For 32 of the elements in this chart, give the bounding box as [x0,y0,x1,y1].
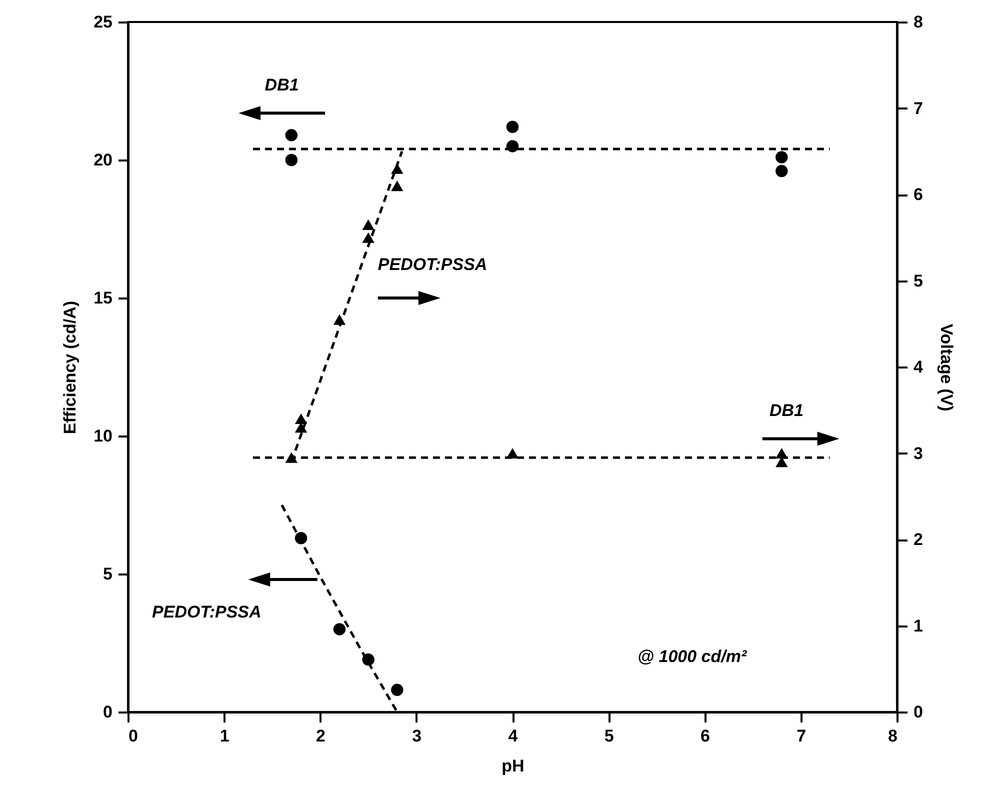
x-tick-label: 3 [412,726,422,746]
y2-tick-label: 8 [914,12,923,32]
y2-tick-label: 5 [914,271,923,290]
x-tick-label: 2 [316,726,326,746]
y2-tick-label: 1 [914,616,923,636]
x-axis-title: pH [502,756,524,776]
annotation: PEDOT:PSSA [378,254,488,274]
y-tick-label: 10 [94,426,112,446]
y2-tick-label: 7 [914,98,923,118]
x-tick-label: 5 [604,726,614,746]
y2-tick-label: 6 [914,185,923,204]
y2-axis-title: Voltage (V) [936,324,956,412]
annotation: DB1 [769,401,804,420]
y-tick-label: 25 [94,12,112,32]
y-tick-label: 15 [94,288,112,308]
x-tick-label: 7 [796,726,806,746]
annotation: DB1 [264,75,299,94]
y-tick-label: 0 [103,702,112,722]
y2-tick-label: 2 [914,530,923,549]
x-tick-label: 8 [888,726,898,746]
y-tick-label: 5 [103,564,112,584]
annotation: PEDOT:PSSA [152,602,262,622]
x-tick-label: 1 [220,726,230,746]
y2-tick-label: 0 [914,702,923,722]
y-axis-title: Efficiency (cd/A) [60,300,80,434]
x-tick-label: 6 [700,726,710,746]
x-tick-label: 4 [508,726,518,746]
y2-tick-label: 4 [914,358,924,376]
y-tick-label: 20 [94,150,112,170]
annotation: @ 1000 cd/m² [637,646,748,666]
y2-tick-label: 3 [914,444,923,463]
x-tick-label: 0 [128,726,138,746]
